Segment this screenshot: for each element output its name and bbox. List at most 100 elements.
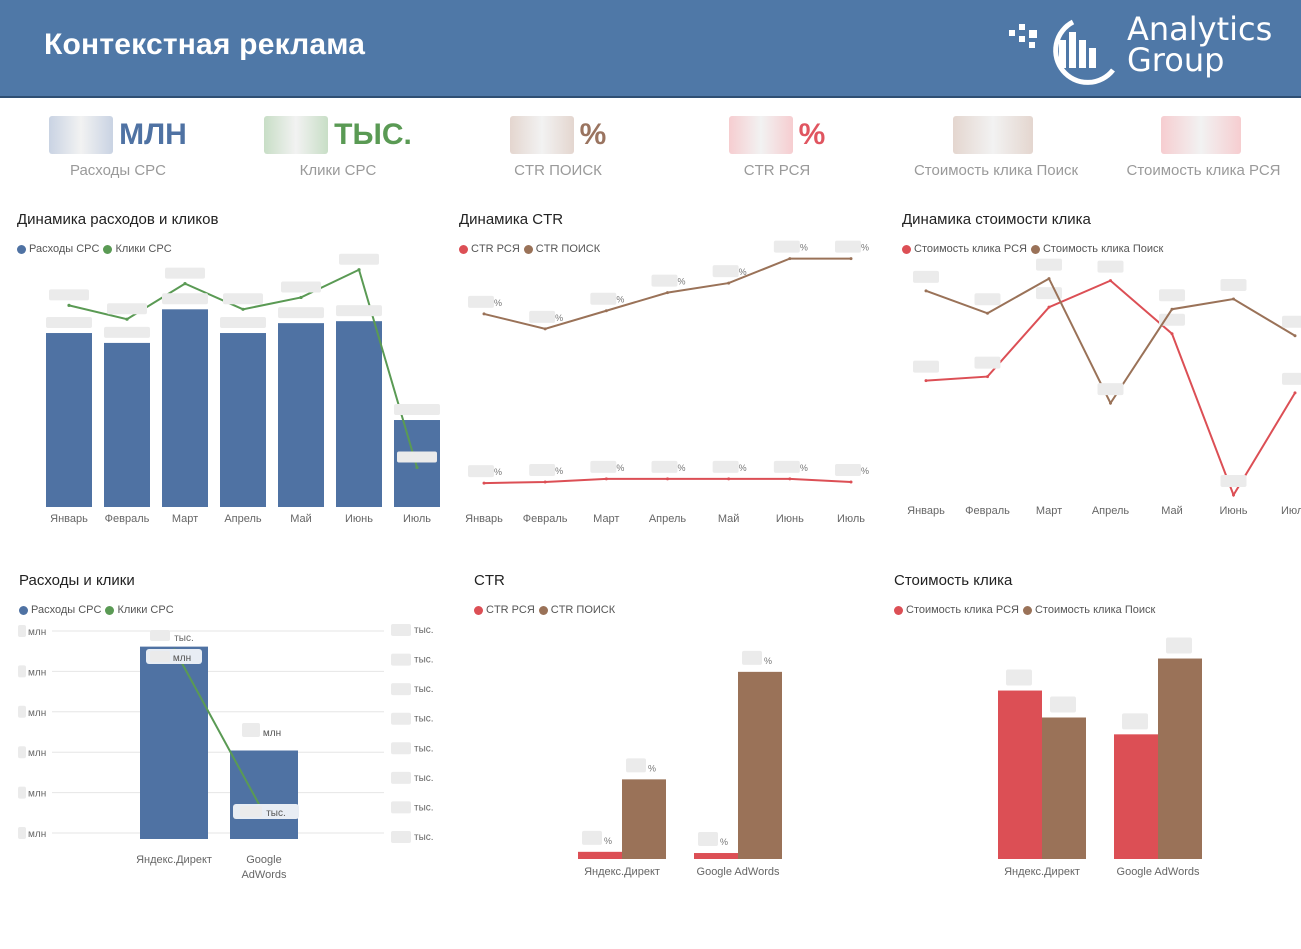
spend-bar [394,420,440,507]
legend-item[interactable]: Расходы CPC [17,243,99,255]
legend-dot-icon [17,244,26,254]
data-label-masked [278,307,324,319]
kpi-value-masked [49,116,114,154]
chart-title: Стоимость клика [894,572,1013,589]
x-tick-label: AdWords [241,869,287,881]
data-label-unit: % [604,836,612,846]
chart-title: Динамика стоимости клика [902,211,1091,228]
y2-tick-label: тыс. [414,625,434,636]
x-tick-label: Февраль [965,505,1010,517]
x-tick-label: Январь [50,513,88,525]
data-label-unit: % [764,656,772,666]
cpc-point [1109,279,1112,283]
x-tick-label: Июль [1281,505,1301,517]
data-label-masked [529,464,556,477]
data-label-unit: тыс. [174,633,194,644]
kpi-label: Расходы CPC [69,162,167,179]
kpi-unit: ТЫС. [334,118,412,151]
kpi-label: Стоимость клика РСЯ [1126,162,1281,179]
legend-item[interactable]: Стоимость клика Поиск [1030,243,1163,255]
x-tick-label: Июль [837,513,865,525]
axis-label-masked [391,712,411,725]
kpi-value-masked [1160,116,1241,154]
data-label-masked [162,293,208,305]
legend-dot-icon [1030,244,1040,254]
kpi-label: CTR ПОИСК [514,162,602,179]
data-label-unit: % [677,277,685,287]
x-tick-label: Март [593,513,619,525]
data-label-masked [46,317,92,329]
data-label-unit: % [720,837,728,847]
page-title: Контекстная реклама [44,28,366,61]
legend-dot-icon [1022,605,1032,615]
data-label-masked [835,240,861,253]
cpc-point [1293,391,1297,395]
cpc-point [1047,305,1051,309]
legend-dot-icon [19,605,28,615]
legend-item[interactable]: Клики CPC [103,243,172,255]
legend-item[interactable]: Стоимость клика РСЯ [894,604,1019,616]
spend-bar [230,750,298,839]
data-label-masked [582,830,602,845]
data-label-masked [1097,260,1124,273]
data-label-masked [773,460,800,473]
data-label-unit: % [739,463,747,473]
logo-text: Analytics Group [1127,10,1273,79]
legend-item[interactable]: Клики CPC [105,604,174,616]
clicks-point [125,317,129,321]
axis-label-masked [18,705,26,718]
data-label-masked [773,240,800,253]
legend-dot-icon [902,244,911,254]
y2-tick-label: тыс. [414,655,434,666]
cpc-point [1232,297,1235,301]
legend-item[interactable]: CTR ПОИСК [538,604,615,616]
chart-legend: Стоимость клика РСЯ Стоимость клика Поис… [894,604,1159,616]
legend-item[interactable]: Стоимость клика РСЯ [902,243,1027,255]
legend-item[interactable]: CTR ПОИСК [523,243,600,255]
clicks-line [173,648,265,814]
data-label-unit: % [616,295,624,305]
clicks-point [415,465,419,470]
data-label-masked [1159,289,1185,302]
data-label-masked [223,293,263,305]
legend-item[interactable]: Стоимость клика Поиск [1022,604,1155,616]
data-label-masked [1036,287,1062,300]
cpc-bar [1114,734,1158,859]
x-tick-label: Апрель [649,513,687,525]
legend-item[interactable]: CTR РСЯ [474,604,535,616]
legend-item[interactable]: Расходы CPC [19,604,101,616]
cpc-bar [1042,717,1086,859]
kpi-clicks-cpc: ТЫС. Клики CPC [228,108,448,188]
data-label-unit: % [861,243,869,253]
legend-dot-icon [474,605,483,615]
x-tick-label: Февраль [105,513,150,525]
data-label-masked [1122,713,1148,730]
data-label-masked [712,460,739,473]
chart-title: Динамика расходов и кликов [17,211,219,228]
data-label-unit: % [739,267,747,277]
x-tick-label: Апрель [224,513,262,525]
data-label-masked [1282,372,1301,385]
x-tick-label: Январь [907,505,945,517]
chart-title: CTR [474,572,505,589]
y-tick-label: млн [28,829,46,840]
axis-label-masked [18,625,26,637]
clicks-point [241,307,245,311]
legend-dot-icon [459,244,468,254]
kpi-ctr-rsya: % CTR РСЯ [667,108,887,188]
ctr-point [482,312,486,316]
cpc-line [925,277,1296,406]
ctr-bar [622,779,666,859]
kpi-cpc-search: Стоимость клика Поиск [886,108,1106,188]
x-tick-label: Апрель [1092,505,1130,517]
data-label-masked [590,292,617,305]
ctr-point [543,480,547,484]
legend-item[interactable]: CTR РСЯ [459,243,520,255]
data-label-masked [336,305,382,317]
data-label-unit: % [861,466,869,476]
data-label-masked [651,460,678,473]
ctr-bar [578,851,622,859]
header-bar: Контекстная реклама Analytics Group [0,0,1301,98]
cpc-point [1047,277,1051,281]
data-label-masked [1166,637,1192,654]
